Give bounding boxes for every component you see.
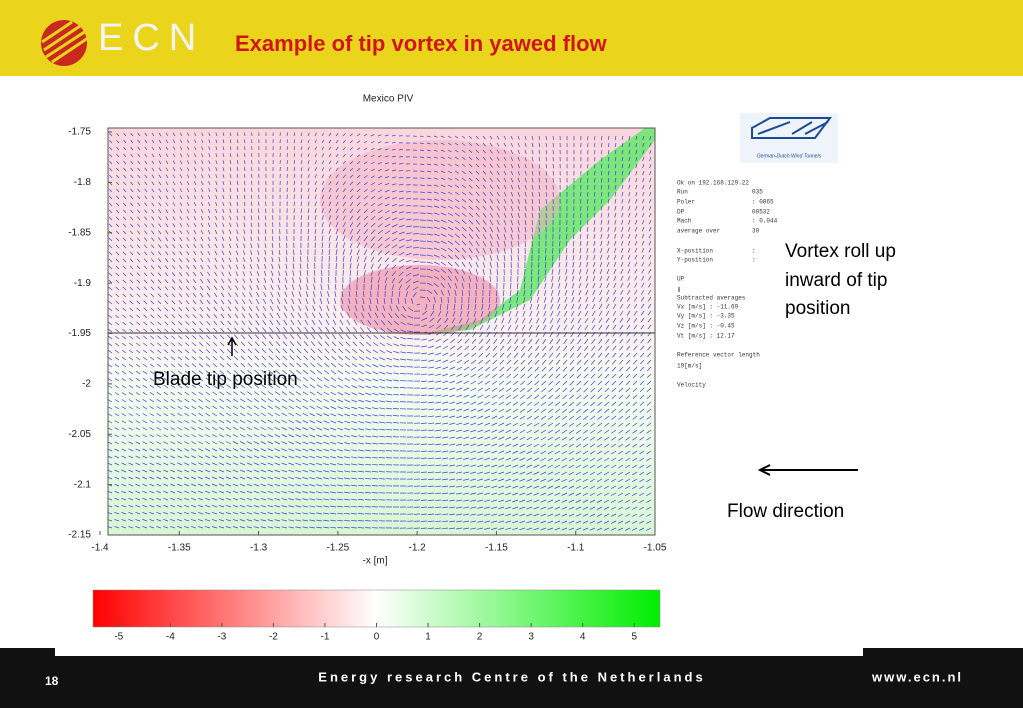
colorbar-tick-label: 3 [528, 632, 534, 643]
info-line: 30 [752, 228, 760, 235]
info-line: 035 [752, 189, 763, 196]
info-line: : 0065 [752, 199, 774, 206]
info-line: Ok on 192.168.129.22 [677, 180, 749, 187]
plot-frame [107, 127, 656, 536]
colorbar-tick-label: 5 [631, 632, 637, 643]
info-line: : [752, 257, 756, 264]
colorbar-tick-label: -4 [166, 632, 175, 643]
y-tick-label: -1.8 [74, 177, 92, 188]
flow-field [108, 128, 655, 535]
x-tick-label: -1.35 [168, 543, 191, 554]
colorbar-tick-label: -2 [269, 632, 278, 643]
info-line: Poler [677, 199, 695, 206]
x-tick-label: -1.05 [644, 543, 667, 554]
dnw-caption: German-Dutch Wind Tunnels [757, 153, 822, 159]
info-line: : [752, 248, 756, 255]
info-line: UP [677, 276, 685, 283]
y-tick-label: -1.85 [68, 227, 91, 238]
arrow [757, 464, 858, 476]
annotation: inward of tip [785, 270, 887, 291]
page-number: 18 [45, 674, 59, 688]
y-tick-label: -1.95 [68, 328, 91, 339]
vector-field [107, 132, 652, 531]
colorbar [92, 589, 661, 628]
info-line: : 0.044 [752, 218, 778, 225]
x-axis-label: -x [m] [363, 556, 388, 567]
y-tick-label: -2.15 [68, 530, 91, 541]
info-line: Vt [m/s] : 12.17 [677, 333, 735, 340]
x-tick-label: -1.2 [409, 543, 427, 554]
colorbar-tick-label: -3 [217, 632, 226, 643]
info-line: 00532 [752, 209, 770, 216]
organisation: Energy research Centre of the Netherland… [318, 669, 705, 684]
logo-text: ECN [98, 17, 205, 59]
annotation: Flow direction [727, 501, 844, 522]
annotation: position [785, 298, 851, 319]
y-tick-label: -1.9 [74, 278, 92, 289]
info-line: Subtracted averages [677, 295, 746, 302]
header-bar [0, 0, 1023, 76]
annotation: Vortex roll up [785, 241, 896, 262]
y-tick-label: -2.05 [68, 429, 91, 440]
info-line: 19[m/s] [677, 363, 702, 370]
dnw-logo [740, 113, 838, 163]
colorbar-tick-label: -1 [321, 632, 330, 643]
x-tick-label: -1.3 [250, 543, 268, 554]
info-line: DP [677, 209, 685, 216]
info-line: Mach [677, 218, 692, 225]
x-tick-label: -1.25 [326, 543, 349, 554]
x-tick-label: -1.15 [485, 543, 508, 554]
info-line: Reference vector length [677, 352, 760, 359]
x-tick-label: -1.4 [91, 543, 109, 554]
slide-title: Example of tip vortex in yawed flow [235, 31, 608, 56]
annotation: Blade tip position [153, 369, 298, 390]
footer-bar [0, 648, 1023, 708]
colorbar-tick-label: 0 [374, 632, 380, 643]
info-line: X-position [677, 248, 713, 255]
arrow [227, 336, 237, 356]
info-line: Velocity [677, 382, 706, 389]
ecn-logo-mark [41, 20, 89, 66]
info-line: Run [677, 189, 688, 196]
y-tick-label: -2 [82, 379, 91, 390]
colorbar-tick-label: 4 [580, 632, 586, 643]
colorbar-tick-label: -5 [114, 632, 123, 643]
info-line: Vx [m/s] : -11.69 [677, 304, 739, 311]
y-tick-label: -2.1 [74, 479, 92, 490]
y-tick-label: -1.75 [68, 127, 91, 138]
x-tick-label: -1.1 [567, 543, 585, 554]
colorbar-tick-label: 1 [425, 632, 431, 643]
info-line: Vy [m/s] : -3.35 [677, 313, 735, 320]
plot-title: Mexico PIV [363, 94, 414, 105]
info-line: average over [677, 228, 721, 235]
info-line: Y-position [677, 257, 713, 264]
colorbar-tick-label: 2 [477, 632, 483, 643]
info-line: Vz [m/s] : -0.45 [677, 323, 735, 330]
url: www.ecn.nl [871, 669, 963, 684]
